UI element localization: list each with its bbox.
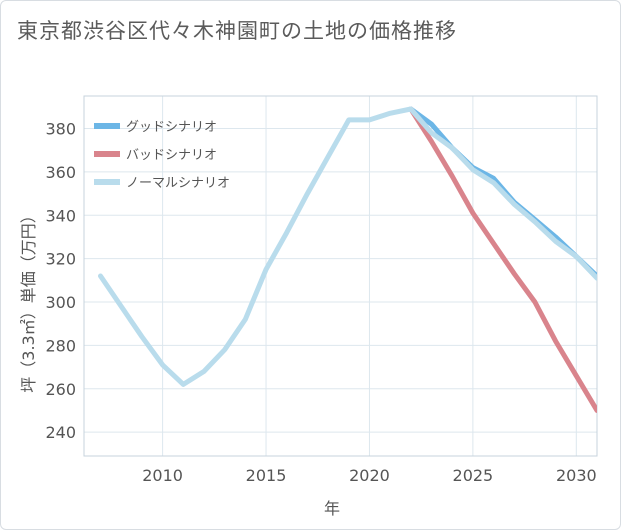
series-line-2 bbox=[98, 106, 597, 387]
legend-label: グッドシナリオ bbox=[126, 120, 217, 135]
legend-label: バッドシナリオ bbox=[126, 148, 217, 163]
y-tick-label: 340 bbox=[45, 206, 76, 225]
series-layer bbox=[98, 106, 597, 413]
grid-lines bbox=[84, 96, 597, 456]
y-tick-label: 320 bbox=[45, 250, 76, 269]
y-axis-label: 坪（3.3㎡）単価（万円） bbox=[19, 207, 38, 392]
x-tick-label: 2010 bbox=[142, 466, 183, 485]
y-tick-label: 300 bbox=[45, 293, 76, 312]
y-tick-label: 240 bbox=[45, 423, 76, 442]
y-tick-label: 380 bbox=[45, 120, 76, 139]
y-tick-label: 360 bbox=[45, 163, 76, 182]
series-line-1 bbox=[408, 106, 597, 413]
x-tick-label: 2020 bbox=[349, 466, 390, 485]
x-axis-label: 年 bbox=[324, 499, 340, 518]
y-axis-ticks: 240 260 280 300 320 340 360 380 bbox=[45, 120, 76, 443]
chart-title: 東京都渋谷区代々木神園町の土地の価格推移 bbox=[17, 19, 457, 43]
y-tick-label: 260 bbox=[45, 380, 76, 399]
y-tick-label: 280 bbox=[45, 336, 76, 355]
x-tick-label: 2025 bbox=[453, 466, 494, 485]
legend-label: ノーマルシナリオ bbox=[126, 176, 230, 191]
x-tick-label: 2015 bbox=[246, 466, 287, 485]
x-axis-ticks: 2010 2015 2020 2025 2030 bbox=[142, 466, 596, 485]
x-tick-label: 2030 bbox=[556, 466, 597, 485]
